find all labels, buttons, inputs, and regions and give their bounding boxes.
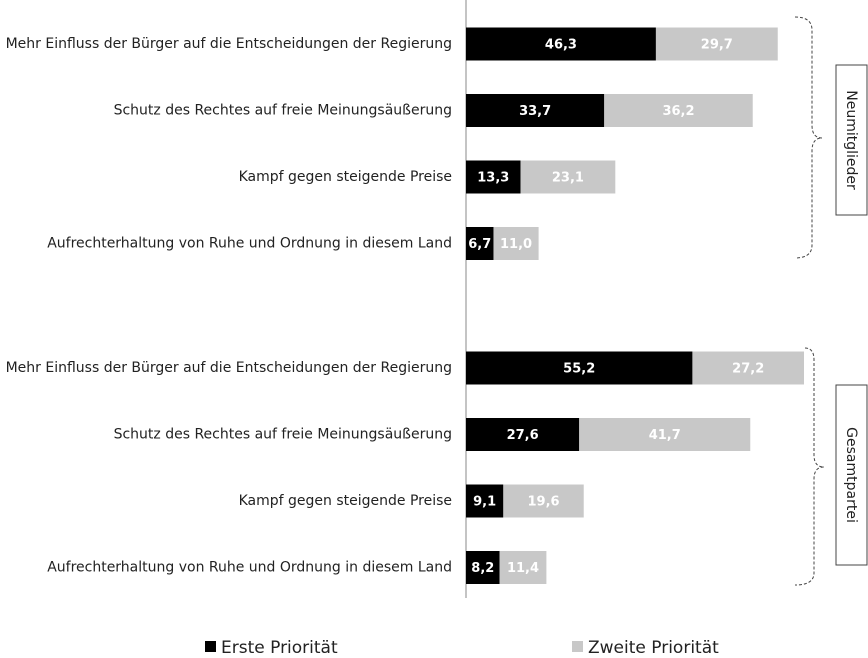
bar-segment xyxy=(655,27,778,61)
bar-segment xyxy=(466,27,656,61)
value-label: 11,0 xyxy=(500,237,532,252)
bar-segment xyxy=(604,94,753,127)
group-bracket xyxy=(794,16,823,259)
legend-swatch xyxy=(205,641,216,652)
group-label: Gesamtpartei xyxy=(843,427,859,523)
bar-segment xyxy=(466,227,494,260)
value-label: 13,3 xyxy=(477,171,509,186)
bar-segment xyxy=(466,94,605,127)
group-bracket xyxy=(794,347,825,586)
value-label: 27,6 xyxy=(507,428,539,443)
category-label: Mehr Einfluss der Bürger auf die Entsche… xyxy=(6,360,452,376)
value-label: 19,6 xyxy=(527,495,559,510)
legend-label: Zweite Priorität xyxy=(588,638,719,658)
category-label: Aufrechterhaltung von Ruhe und Ordnung i… xyxy=(47,236,452,252)
bar-segment xyxy=(520,160,616,194)
value-label: 11,4 xyxy=(507,561,539,576)
category-label: Mehr Einfluss der Bürger auf die Entsche… xyxy=(6,36,452,52)
bar-segment xyxy=(466,551,500,584)
value-label: 27,2 xyxy=(732,362,764,377)
value-label: 46,3 xyxy=(545,38,577,53)
value-label: 55,2 xyxy=(563,362,595,377)
category-label: Schutz des Rechtes auf freie Meinungsäuß… xyxy=(114,427,452,443)
value-label: 23,1 xyxy=(552,171,584,186)
value-label: 41,7 xyxy=(649,428,681,443)
value-label: 33,7 xyxy=(519,104,551,119)
category-label: Schutz des Rechtes auf freie Meinungsäuß… xyxy=(114,103,452,119)
value-label: 8,2 xyxy=(471,561,494,576)
bar-segment xyxy=(579,418,751,451)
value-label: 9,1 xyxy=(473,495,496,510)
group-label: Neumitglieder xyxy=(843,90,859,190)
legend-swatch xyxy=(572,641,583,652)
value-label: 29,7 xyxy=(701,38,733,53)
bar-segment xyxy=(499,551,547,584)
category-label: Kampf gegen steigende Preise xyxy=(239,169,452,185)
group-box xyxy=(835,64,868,216)
bar-segment xyxy=(466,418,580,451)
category-label: Aufrechterhaltung von Ruhe und Ordnung i… xyxy=(47,560,452,576)
bar-segment xyxy=(692,351,804,385)
bar-segment xyxy=(466,484,504,518)
bar-segment xyxy=(466,160,521,194)
category-label: Kampf gegen steigende Preise xyxy=(239,493,452,509)
bar-segment xyxy=(493,227,539,260)
value-label: 6,7 xyxy=(468,237,491,252)
group-box xyxy=(835,384,868,566)
value-label: 36,2 xyxy=(662,104,694,119)
legend-label: Erste Priorität xyxy=(221,638,338,658)
bar-segment xyxy=(503,484,584,518)
bar-segment xyxy=(466,351,693,385)
